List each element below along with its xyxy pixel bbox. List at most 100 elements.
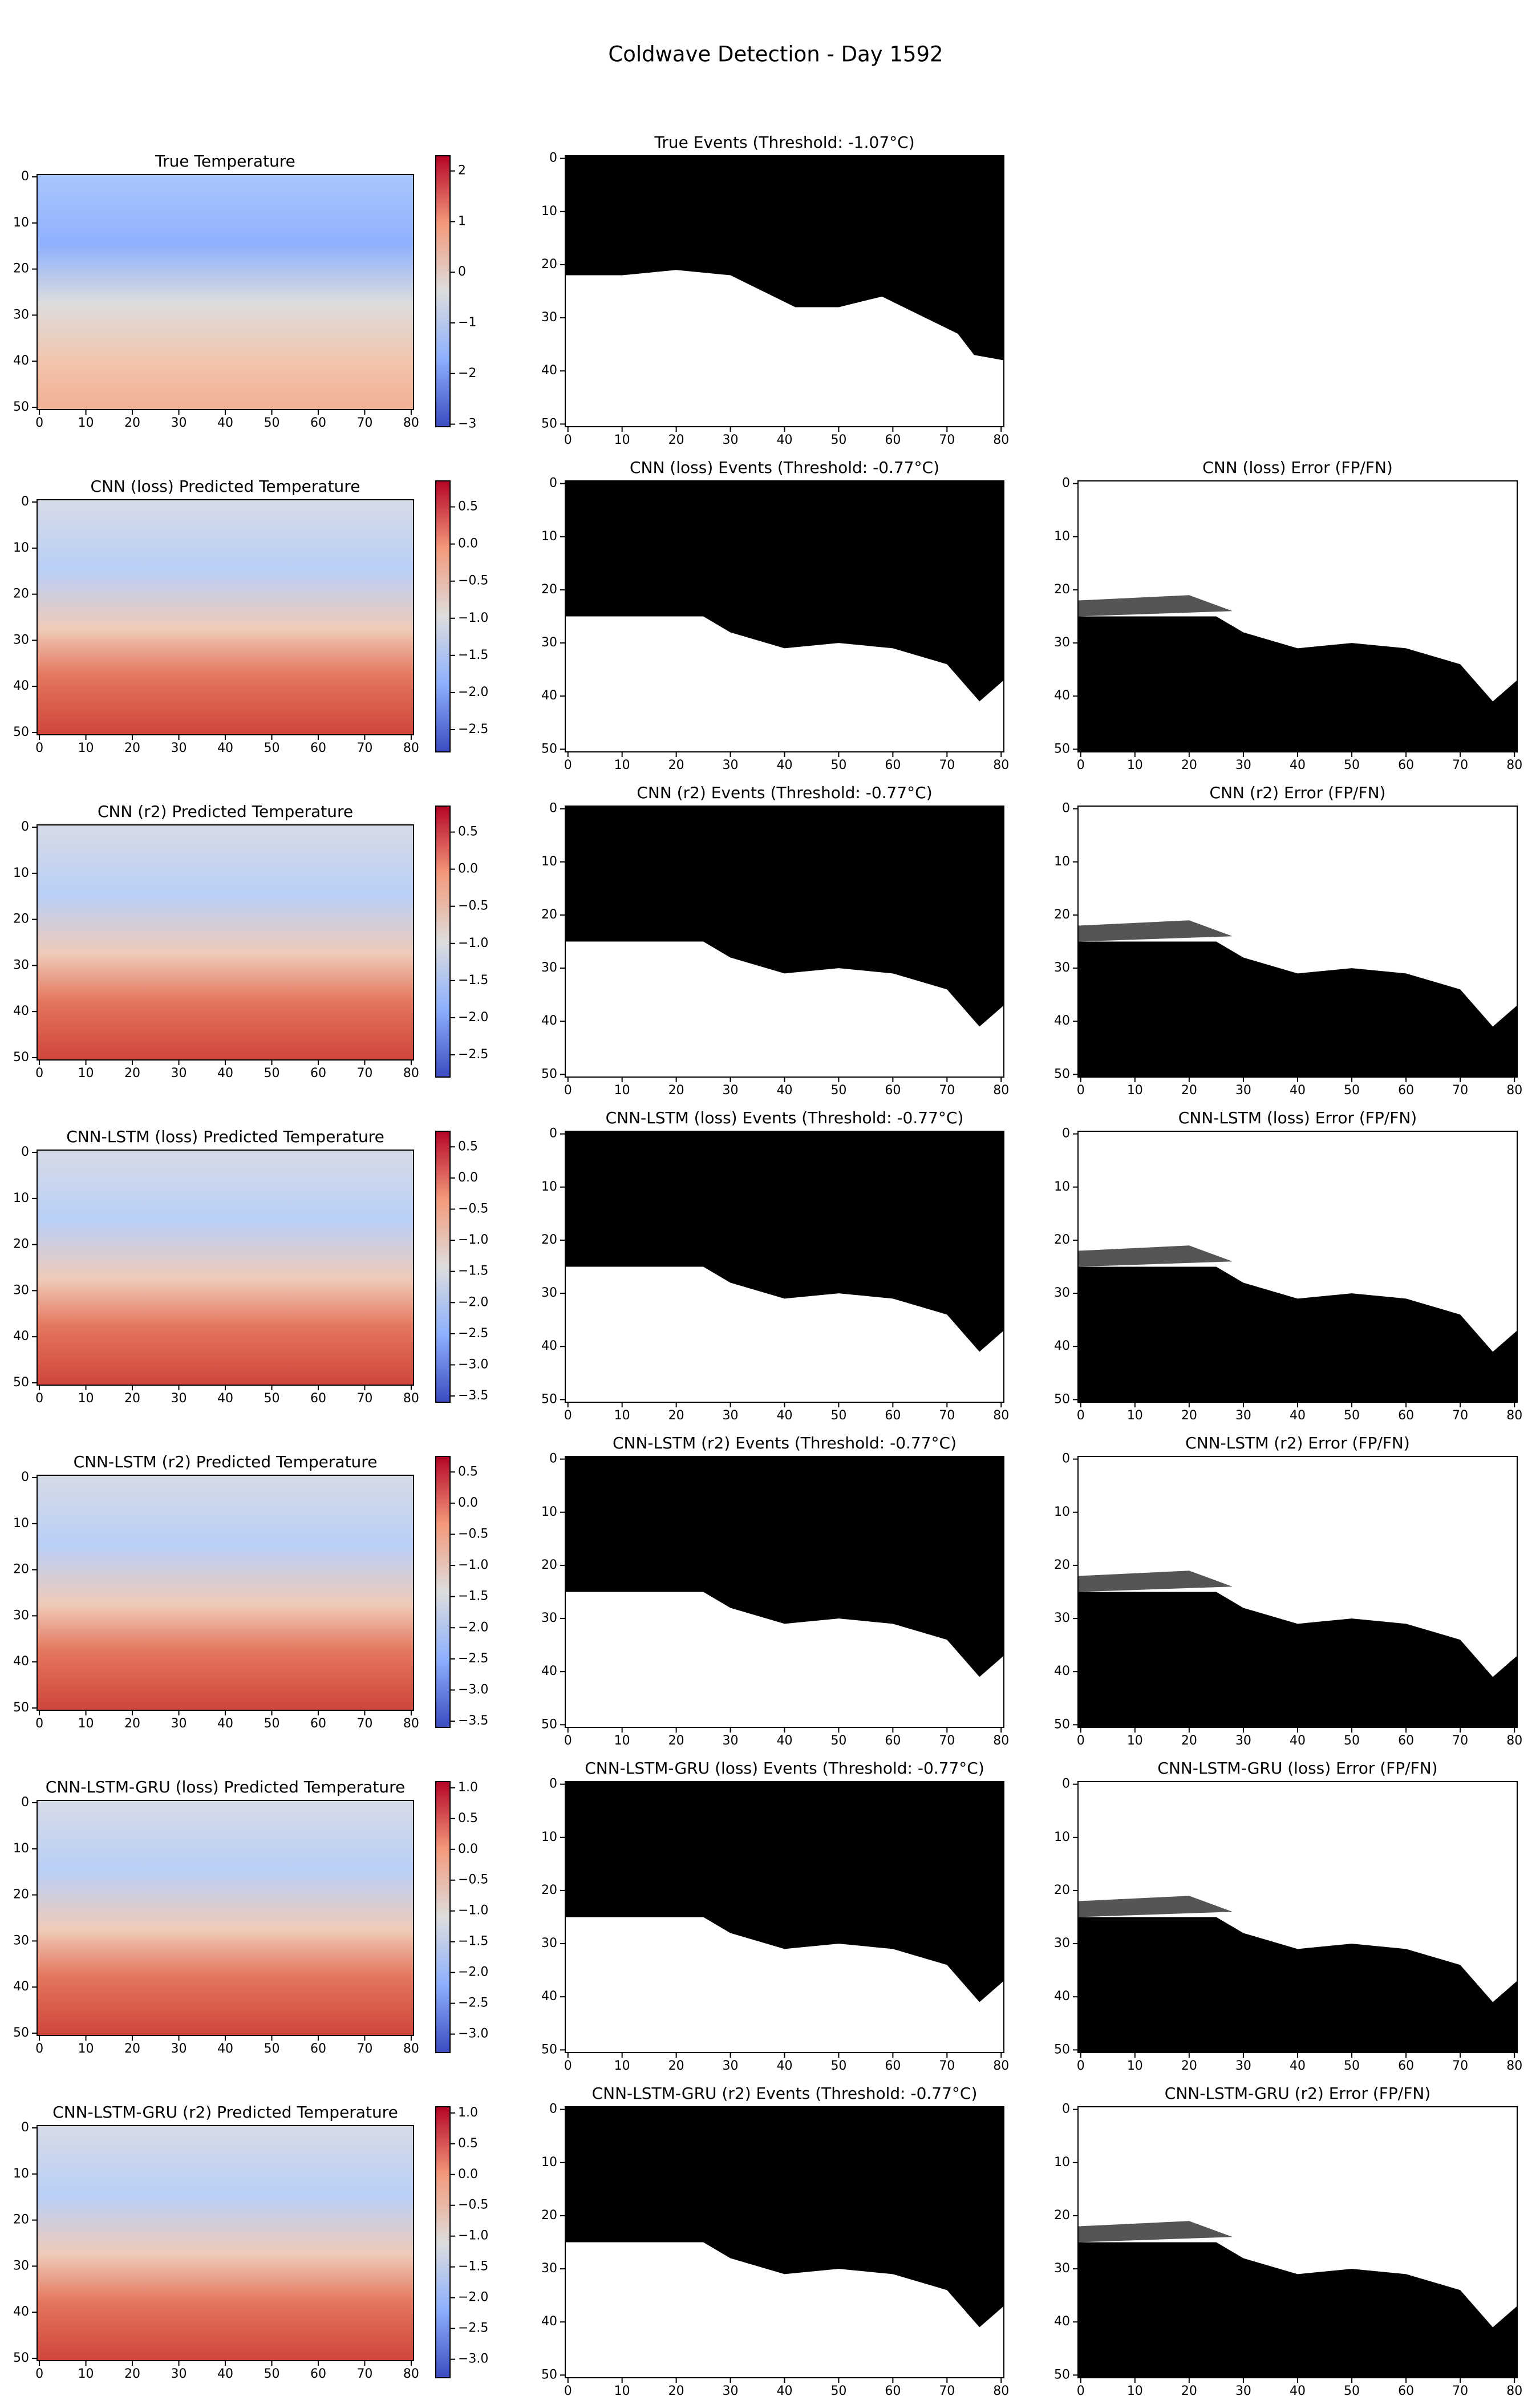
x-tick-label: 0 (564, 1734, 572, 1748)
x-tick-label: 50 (830, 1734, 846, 1748)
x-tick-label: 10 (614, 2059, 630, 2073)
y-tick-label: 10 (13, 216, 29, 230)
x-tick-label: 70 (939, 2384, 955, 2396)
error-region (1078, 1266, 1517, 1402)
colorbar (435, 2106, 451, 2378)
colorbar-tick-label: −2.0 (458, 1010, 488, 1025)
x-tick-label: 10 (78, 1391, 94, 1406)
colorbar-tick-label: 0.5 (458, 825, 478, 839)
x-tick-label: 50 (1344, 1409, 1360, 1423)
x-tick-label: 20 (124, 741, 140, 755)
y-tick-label: 0 (21, 2120, 29, 2135)
x-tick-label: 80 (1506, 2384, 1522, 2396)
panel-title: CNN-LSTM-GRU (r2) Events (Threshold: -0.… (592, 2084, 978, 2103)
y-tick-label: 10 (13, 541, 29, 555)
event-region (565, 806, 1004, 1027)
y-tick-label: 20 (13, 912, 29, 926)
x-tick-label: 60 (1398, 1083, 1414, 1098)
x-tick-label: 30 (171, 741, 187, 755)
y-tick-label: 20 (13, 1563, 29, 1577)
y-tick-label: 40 (541, 1664, 557, 1678)
colorbar-tick-label: −2.5 (458, 1047, 488, 1062)
y-tick-label: 30 (541, 310, 557, 325)
y-tick-label: 40 (1054, 1339, 1070, 1353)
y-tick-label: 30 (13, 307, 29, 322)
colorbar-tick-label: −2.5 (458, 1652, 488, 1666)
colorbar-tick-label: 0.5 (458, 500, 478, 514)
y-tick-label: 30 (541, 1936, 557, 1950)
x-tick-label: 10 (78, 2042, 94, 2056)
x-tick-label: 60 (310, 1717, 326, 1731)
y-tick-label: 0 (1062, 1777, 1070, 1791)
panel-title: True Events (Threshold: -1.07°C) (654, 133, 914, 152)
y-tick-label: 10 (541, 529, 557, 544)
colorbar (435, 480, 451, 752)
y-tick-label: 30 (13, 958, 29, 972)
x-tick-label: 60 (310, 2042, 326, 2056)
x-tick-label: 0 (35, 2042, 43, 2056)
colorbar-tick-label: −2.5 (458, 1326, 488, 1341)
y-tick-label: 10 (1054, 855, 1070, 869)
y-tick-label: 50 (1054, 1717, 1070, 1731)
y-tick-label: 10 (541, 1830, 557, 1844)
x-tick-label: 0 (1077, 2059, 1085, 2073)
event-region (565, 1131, 1004, 1352)
y-tick-label: 20 (13, 2213, 29, 2227)
y-tick-label: 20 (541, 1233, 557, 1247)
colorbar-tick-label: −3 (458, 417, 476, 431)
x-tick-label: 30 (171, 2042, 187, 2056)
x-tick-label: 10 (614, 1083, 630, 1098)
colorbar-tick-label: −0.5 (458, 1201, 488, 1216)
colorbar-tick-label: 0 (458, 265, 466, 279)
y-tick-label: 20 (13, 1237, 29, 1252)
x-tick-label: 10 (78, 2367, 94, 2381)
x-tick-label: 40 (777, 2059, 793, 2073)
y-tick-label: 0 (21, 820, 29, 834)
error-band (1078, 595, 1233, 617)
x-tick-label: 40 (1290, 2384, 1306, 2396)
y-tick-label: 50 (13, 1050, 29, 1065)
x-tick-label: 80 (993, 1409, 1009, 1423)
x-tick-label: 70 (1452, 1734, 1468, 1748)
colorbar-tick-label: −2.5 (458, 1996, 488, 2010)
colorbar-tick-label: −1.0 (458, 1904, 488, 1918)
error-region (1078, 1592, 1517, 1727)
x-tick-label: 20 (124, 1391, 140, 1406)
x-tick-label: 80 (993, 1734, 1009, 1748)
colorbar (435, 155, 451, 427)
panel-title: CNN-LSTM-GRU (loss) Predicted Temperatur… (46, 1778, 405, 1796)
colorbar-tick-label: 0.5 (458, 1139, 478, 1154)
x-tick-label: 0 (35, 741, 43, 755)
x-tick-label: 70 (939, 2059, 955, 2073)
x-tick-label: 70 (356, 2042, 372, 2056)
y-tick-label: 50 (13, 2026, 29, 2040)
colorbar-tick-label: −3.5 (458, 1389, 488, 1403)
x-tick-label: 50 (1344, 1734, 1360, 1748)
x-tick-label: 70 (1452, 1083, 1468, 1098)
x-tick-label: 60 (1398, 1734, 1414, 1748)
y-tick-label: 30 (541, 2261, 557, 2276)
colorbar-tick-label: 0.0 (458, 1171, 478, 1185)
y-tick-label: 0 (549, 1777, 557, 1791)
colorbar-tick-label: −1.0 (458, 1558, 488, 1572)
x-tick-label: 70 (1452, 2384, 1468, 2396)
y-tick-label: 0 (549, 151, 557, 165)
colorbar-tick-label: −1.5 (458, 648, 488, 662)
x-tick-label: 80 (403, 416, 419, 430)
x-tick-label: 30 (1235, 2059, 1251, 2073)
x-tick-label: 70 (356, 741, 372, 755)
x-tick-label: 60 (1398, 758, 1414, 772)
panel-title: CNN-LSTM (loss) Predicted Temperature (66, 1127, 384, 1146)
x-tick-label: 10 (614, 1734, 630, 1748)
y-tick-label: 0 (549, 802, 557, 816)
x-tick-label: 70 (1452, 2059, 1468, 2073)
x-tick-label: 10 (1127, 1409, 1143, 1423)
y-tick-label: 40 (1054, 1989, 1070, 2004)
x-tick-label: 20 (1181, 1083, 1197, 1098)
x-tick-label: 60 (1398, 2384, 1414, 2396)
x-tick-label: 40 (777, 758, 793, 772)
y-tick-label: 20 (1054, 1883, 1070, 1897)
x-tick-label: 0 (1077, 1083, 1085, 1098)
y-tick-label: 10 (13, 1841, 29, 1856)
y-tick-label: 20 (1054, 582, 1070, 597)
